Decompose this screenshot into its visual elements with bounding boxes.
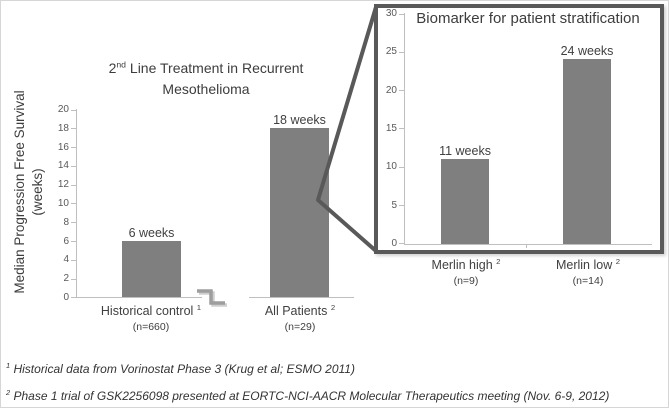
bar-column-merlin-high: 11 weeks <box>439 36 491 244</box>
y-tick-label: 16 <box>58 142 76 153</box>
y-tick-label: 0 <box>63 292 76 303</box>
inset-chart-title: Biomarker for patient stratification <box>416 10 640 27</box>
title-rest: Line Treatment in Recurrent <box>126 60 304 76</box>
y-tick-label: 5 <box>391 200 404 211</box>
category-name: Merlin high <box>431 258 493 272</box>
inset-chart-box: Biomarker for patient stratification 30 2… <box>374 4 664 254</box>
bar-column-all-patients: 18 weeks <box>270 101 329 297</box>
category-label-historical-control: Historical control 1 (n=660) <box>86 302 216 334</box>
y-tick-label: 18 <box>58 123 76 134</box>
inset-x-axis-line <box>404 244 652 245</box>
y-tick-label: 20 <box>386 85 404 96</box>
main-y-tick-labels: 20 18 16 14 12 10 8 6 4 2 0 <box>39 105 76 303</box>
y-tick-label: 25 <box>386 47 404 57</box>
bar-data-label: 6 weeks <box>128 226 175 240</box>
main-chart-title-line1: 2nd Line Treatment in Recurrent <box>76 58 336 79</box>
footnote-text: Historical data from Vorinostat Phase 3 … <box>10 362 355 376</box>
category-name: Historical control <box>100 304 194 318</box>
bar-merlin-high <box>441 159 489 244</box>
category-n-label: (n=14) <box>572 275 604 287</box>
category-superscript: 1 <box>196 302 202 312</box>
bar-data-label: 18 weeks <box>273 113 326 127</box>
y-tick-label: 10 <box>58 198 76 209</box>
y-tick-label: 8 <box>63 217 76 228</box>
main-chart-title-line2: Mesothelioma <box>162 81 250 97</box>
category-name: All Patients <box>264 304 328 318</box>
bar-column-historical-control: 6 weeks <box>122 101 181 297</box>
category-text: All Patients 2 <box>240 302 360 319</box>
category-label-merlin-low: Merlin low 2 (n=14) <box>527 256 649 288</box>
footnote-2: 2 Phase 1 trial of GSK2256098 presented … <box>6 389 609 403</box>
footnote-text: Phase 1 trial of GSK2256098 presented at… <box>10 389 610 403</box>
main-chart-title: 2nd Line Treatment in Recurrent Mesothel… <box>76 58 336 100</box>
category-text: Historical control 1 <box>86 302 216 319</box>
category-text: Merlin low 2 <box>527 256 649 273</box>
axis-break-icon <box>197 289 227 307</box>
category-label-merlin-high: Merlin high 2 (n=9) <box>405 256 527 288</box>
bar-merlin-low <box>563 59 611 244</box>
bar-all-patients <box>270 128 329 297</box>
y-tick-label: 10 <box>386 162 404 172</box>
y-tick-label: 0 <box>391 238 404 249</box>
main-x-axis-segment-1 <box>76 297 202 298</box>
category-superscript: 2 <box>496 256 501 266</box>
y-tick-label: 15 <box>386 123 404 134</box>
title-prefix: 2 <box>108 60 117 76</box>
y-tick-label: 20 <box>58 105 76 115</box>
y-tick-label: 2 <box>63 274 76 284</box>
inset-y-axis-line <box>404 13 405 244</box>
footnote-superscript: 1 <box>6 361 11 370</box>
bar-historical-control <box>122 241 181 297</box>
category-name: Merlin low <box>555 258 613 272</box>
y-tick-label: 6 <box>63 236 76 247</box>
inset-x-axis-tick <box>526 244 527 248</box>
category-superscript: 2 <box>330 302 336 312</box>
y-tick-label: 4 <box>63 255 76 265</box>
category-n-label: (n=9) <box>453 275 479 287</box>
title-superscript: nd <box>116 59 127 70</box>
bar-data-label: 24 weeks <box>560 44 614 58</box>
y-tick-label: 30 <box>386 9 404 19</box>
y-tick-label: 12 <box>58 180 76 190</box>
category-superscript: 2 <box>615 256 621 266</box>
footnote-1: 1 Historical data from Vorinostat Phase … <box>6 362 355 376</box>
y-axis-title-line1: Median Progression Free Survival <box>12 90 27 294</box>
bar-data-label: 11 weeks <box>439 144 491 158</box>
footnote-superscript: 2 <box>6 388 11 397</box>
main-y-axis-line <box>76 109 77 298</box>
y-tick-label: 14 <box>58 161 76 171</box>
bar-column-merlin-low: 24 weeks <box>560 36 614 244</box>
category-n-label: (n=29) <box>284 321 316 333</box>
main-x-axis-segment-2 <box>249 297 354 298</box>
category-n-label: (n=660) <box>132 321 170 333</box>
inset-y-tick-labels: 30 25 20 15 10 5 0 <box>378 9 404 249</box>
category-text: Merlin high 2 <box>405 256 527 273</box>
category-label-all-patients: All Patients 2 (n=29) <box>240 302 360 334</box>
